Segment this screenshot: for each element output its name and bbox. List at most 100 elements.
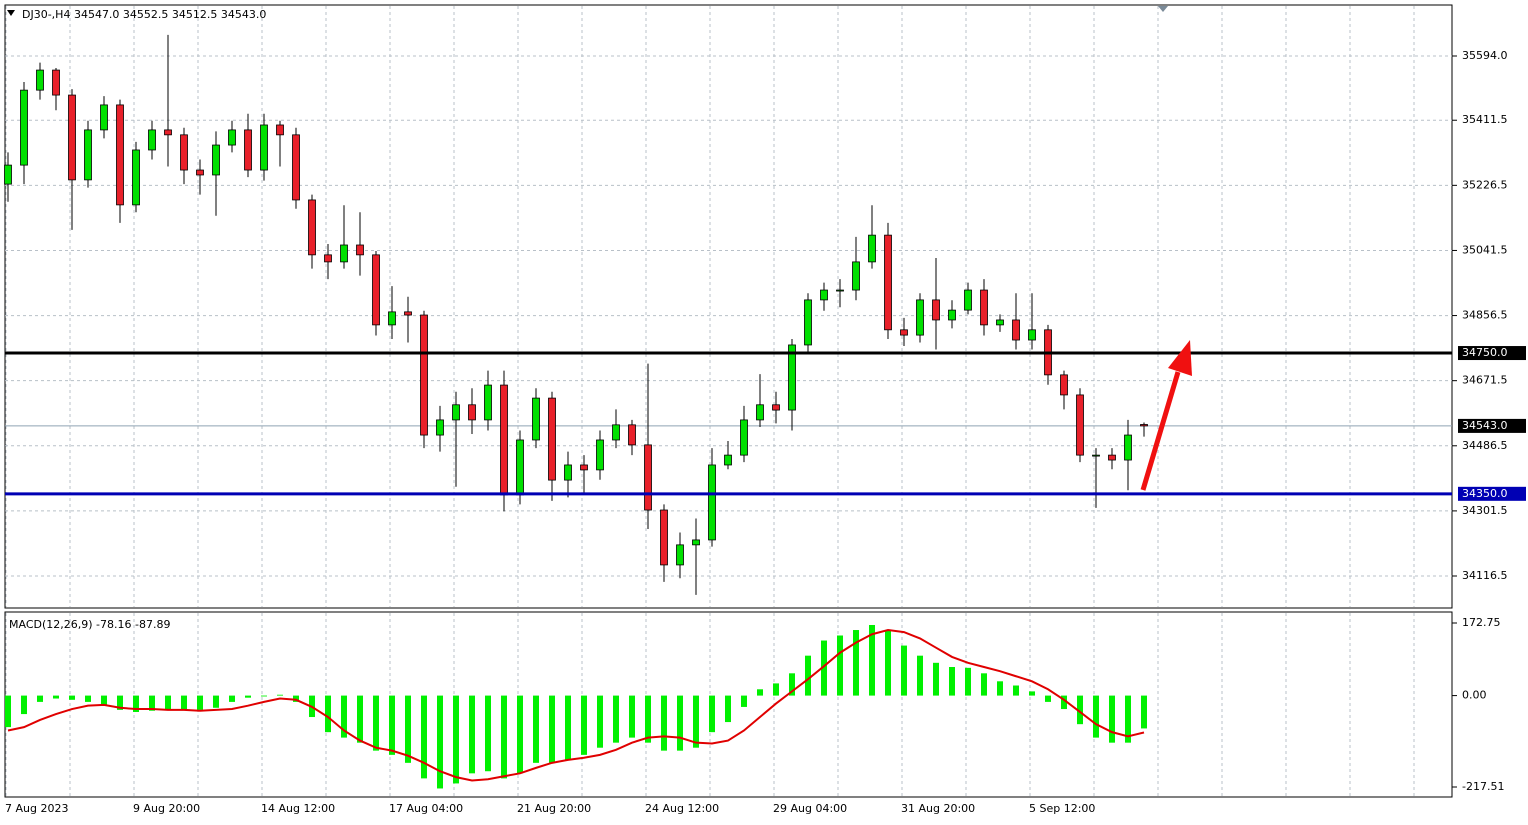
level-label-box bbox=[1458, 346, 1526, 361]
candle-body bbox=[708, 464, 716, 541]
candle-body bbox=[564, 464, 572, 481]
macd-bar bbox=[469, 695, 475, 774]
signal-line bbox=[7, 629, 1145, 782]
y-tick-label: 35594.0 bbox=[1462, 49, 1508, 62]
macd-bar bbox=[837, 635, 843, 696]
macd-bar bbox=[533, 695, 539, 763]
y-tick-label: 0.00 bbox=[1462, 689, 1487, 702]
candle-body bbox=[484, 384, 492, 421]
macd-bar bbox=[1013, 685, 1019, 696]
candle-body bbox=[1076, 394, 1084, 456]
chart-title: DJ30-,H4 34547.0 34552.5 34512.5 34543.0 bbox=[22, 8, 266, 21]
macd-bar bbox=[165, 695, 171, 710]
candle-body bbox=[212, 144, 220, 176]
candle-body bbox=[324, 254, 332, 263]
candle-body bbox=[852, 261, 860, 291]
y-tick-label: 35411.5 bbox=[1462, 113, 1508, 126]
macd-bar bbox=[213, 695, 219, 708]
candle-body bbox=[916, 299, 924, 336]
candle-body bbox=[836, 289, 844, 292]
candle-body bbox=[964, 289, 972, 311]
macd-bar bbox=[645, 695, 651, 743]
x-tick-label: 21 Aug 20:00 bbox=[517, 802, 591, 815]
candle-body bbox=[548, 397, 556, 481]
macd-bar bbox=[373, 695, 379, 751]
candle-body bbox=[868, 234, 876, 263]
candle-body bbox=[340, 244, 348, 263]
macd-bar bbox=[1109, 695, 1115, 743]
macd-bar bbox=[853, 630, 859, 696]
macd-bar bbox=[501, 695, 507, 779]
candle-body bbox=[52, 69, 60, 96]
macd-bar bbox=[997, 681, 1003, 696]
candle-body bbox=[372, 254, 380, 326]
candle-body bbox=[1108, 454, 1116, 461]
level-label: 34350.0 bbox=[1462, 487, 1508, 500]
macd-bar bbox=[869, 624, 875, 696]
y-tick-label: 34301.5 bbox=[1462, 504, 1508, 517]
candle-body bbox=[756, 404, 764, 421]
annotation-arrow bbox=[1140, 340, 1192, 491]
candle-body bbox=[788, 344, 796, 411]
macd-title: MACD(12,26,9) -78.16 -87.89 bbox=[9, 618, 170, 631]
y-tick-label: 34116.5 bbox=[1462, 569, 1508, 582]
macd-bar bbox=[405, 695, 411, 763]
candle-body bbox=[148, 129, 156, 151]
y-tick-label: -217.51 bbox=[1462, 780, 1504, 793]
candle-body bbox=[628, 424, 636, 446]
candle-body bbox=[68, 94, 76, 181]
plot-layer: 35594.0 35411.5 35226.5 35041.5 34856.5 34671… bbox=[4, 34, 1526, 815]
level-label: 34750.0 bbox=[1462, 346, 1508, 359]
macd-bar bbox=[421, 695, 427, 779]
macd-bar bbox=[549, 695, 555, 763]
macd-bar bbox=[565, 695, 571, 760]
macd-bar bbox=[661, 695, 667, 751]
candle-body bbox=[116, 104, 124, 206]
macd-bar bbox=[901, 645, 907, 696]
macd-bar bbox=[725, 695, 731, 723]
macd-bar bbox=[821, 640, 827, 696]
macd-bar bbox=[885, 630, 891, 696]
macd-bar bbox=[1029, 691, 1035, 696]
shift-marker bbox=[1158, 6, 1168, 12]
macd-bar bbox=[437, 695, 443, 789]
candle-body bbox=[404, 311, 412, 316]
candle-body bbox=[308, 199, 316, 256]
candle-body bbox=[692, 539, 700, 546]
macd-bar bbox=[805, 655, 811, 696]
macd-bar bbox=[389, 695, 395, 755]
candle-body bbox=[436, 419, 444, 436]
candle-body bbox=[4, 164, 12, 185]
candle-body bbox=[1028, 329, 1036, 341]
macd-bar bbox=[1045, 695, 1051, 702]
macd-bar bbox=[741, 695, 747, 707]
macd-bar bbox=[949, 667, 955, 696]
candle-body bbox=[900, 329, 908, 336]
macd-bar bbox=[757, 689, 763, 696]
macd-bar bbox=[149, 695, 155, 711]
macd-bar bbox=[101, 695, 107, 705]
macd-bar bbox=[965, 667, 971, 696]
macd-bar bbox=[1125, 695, 1131, 743]
candle-body bbox=[1140, 424, 1148, 427]
candle-body bbox=[1124, 434, 1132, 461]
candle-body bbox=[500, 384, 508, 496]
y-tick-label: 35226.5 bbox=[1462, 178, 1508, 191]
y-tick-label: 34856.5 bbox=[1462, 309, 1508, 322]
macd-bar bbox=[133, 695, 139, 712]
macd-bar bbox=[277, 694, 283, 696]
candle-body bbox=[996, 319, 1004, 326]
macd-bar bbox=[933, 662, 939, 696]
macd-bar bbox=[357, 695, 363, 743]
candle-body bbox=[100, 104, 108, 131]
macd-bar bbox=[1077, 695, 1083, 725]
macd-bar bbox=[581, 695, 587, 755]
macd-bar bbox=[485, 695, 491, 772]
macd-bar bbox=[197, 695, 203, 710]
candle-body bbox=[612, 424, 620, 441]
last-price-label-box bbox=[1458, 418, 1526, 433]
candle-body bbox=[20, 89, 28, 166]
candle-body bbox=[84, 129, 92, 181]
macd-bar bbox=[693, 695, 699, 748]
